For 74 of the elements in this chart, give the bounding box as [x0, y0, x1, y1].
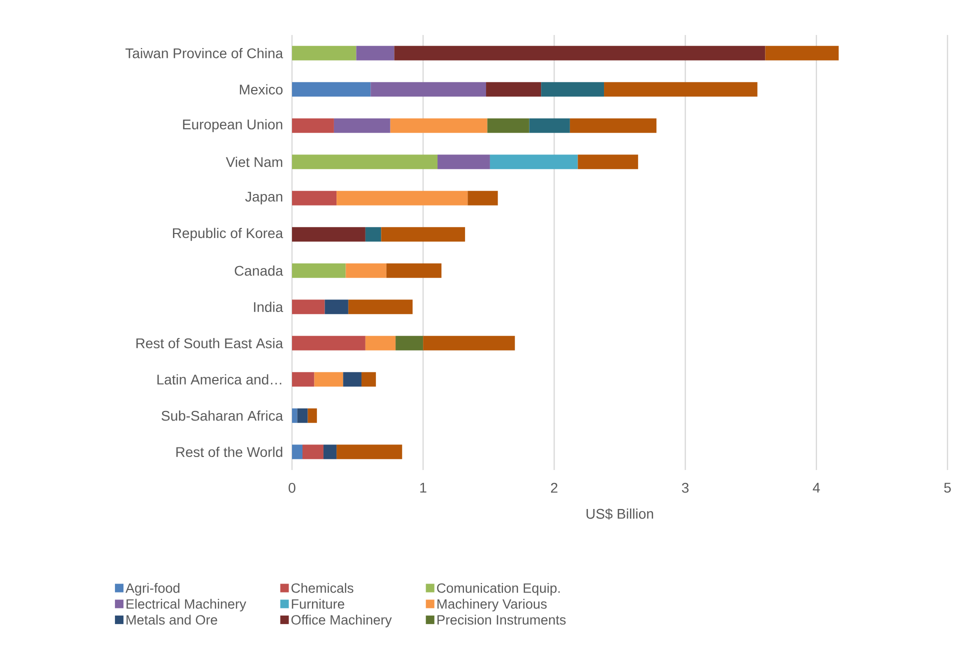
- bar: [365, 227, 382, 242]
- y-tick-label: India: [254, 302, 284, 312]
- bar: [390, 118, 488, 133]
- legend-label: Chemicals: [291, 582, 354, 593]
- bar: [292, 263, 346, 278]
- bar: [292, 300, 325, 314]
- bar: [570, 118, 656, 133]
- bar: [314, 372, 344, 387]
- bar: [765, 46, 839, 60]
- bar: [423, 336, 515, 350]
- bar: [396, 336, 424, 350]
- y-tick-label: Rest of the World: [176, 446, 282, 458]
- bar: [370, 82, 486, 97]
- legend-label: Precision Instruments: [437, 614, 566, 625]
- y-tick-label: Japan: [245, 192, 282, 204]
- x-tick-label: 2: [551, 482, 558, 493]
- bar: [541, 82, 604, 97]
- bar: [394, 46, 766, 60]
- legend-label: Machinery Various: [437, 598, 547, 612]
- bar: [334, 118, 390, 133]
- y-tick-label: Canada: [234, 265, 284, 276]
- bar: [365, 336, 396, 350]
- y-tick-label: Republic of Korea: [172, 228, 284, 241]
- bar: [336, 190, 468, 206]
- legend-label: Electrical Machinery: [126, 598, 246, 612]
- x-tick-label: 0: [288, 482, 296, 493]
- bar: [292, 444, 302, 460]
- bar: [529, 118, 570, 133]
- x-tick-label: 5: [944, 482, 951, 493]
- bar: [490, 154, 578, 170]
- legend-label: Furniture: [292, 598, 344, 609]
- bar: [292, 408, 298, 423]
- bar: [292, 154, 438, 170]
- bar: [292, 336, 366, 350]
- bar: [292, 82, 371, 97]
- bar: [578, 154, 638, 170]
- bar: [381, 227, 466, 242]
- bar: [324, 300, 348, 314]
- x-tick-label: 4: [812, 482, 820, 493]
- y-tick-label: Rest of South East Asia: [136, 338, 284, 348]
- y-tick-label: Mexico: [240, 84, 283, 95]
- bar: [438, 154, 490, 170]
- bar: [323, 444, 337, 460]
- legend-label: Agri-food: [126, 582, 180, 596]
- legend-label: Comunication Equip.: [437, 582, 560, 596]
- bar: [292, 372, 314, 387]
- y-tick-label: Viet Nam: [226, 156, 282, 168]
- x-axis-title: US$ Billion: [586, 508, 654, 520]
- bar: [346, 263, 386, 278]
- bar: [356, 46, 394, 60]
- bar: [292, 46, 356, 60]
- y-tick-label: Sub-Saharan Africa: [162, 410, 284, 421]
- y-tick-label: Taiwan Province of China: [125, 48, 284, 58]
- bar: [292, 190, 337, 206]
- bar: [604, 82, 758, 97]
- bar: [297, 408, 308, 423]
- bar: [487, 118, 530, 133]
- legend-label: Metals and Ore: [126, 614, 218, 625]
- x-tick-label: 3: [682, 482, 689, 493]
- bar: [486, 82, 542, 97]
- bar: [361, 372, 376, 387]
- bar: [302, 444, 324, 460]
- bar: [468, 190, 498, 206]
- bar: [348, 300, 413, 314]
- y-tick-label: European Union: [183, 119, 282, 132]
- bar: [308, 408, 317, 423]
- bar: [386, 263, 442, 278]
- legend-label: Office Machinery: [291, 614, 392, 628]
- bar: [343, 372, 362, 387]
- x-tick-label: 1: [420, 482, 426, 493]
- bar: [336, 444, 402, 460]
- y-tick-label: Latin America and…: [157, 374, 282, 385]
- bar: [292, 227, 366, 242]
- bar: [292, 118, 334, 133]
